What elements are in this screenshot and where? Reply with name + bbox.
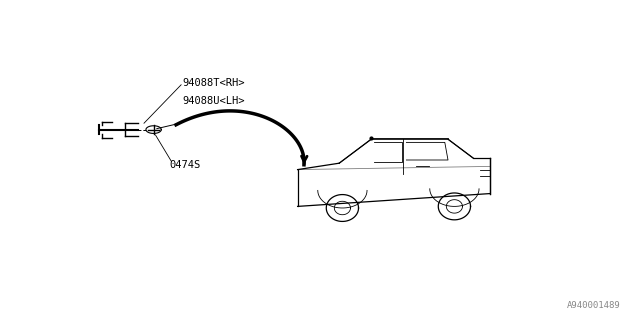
Text: 0474S: 0474S: [170, 160, 201, 170]
Text: A940001489: A940001489: [567, 301, 621, 310]
Text: 94088U<LH>: 94088U<LH>: [182, 96, 245, 106]
Text: 94088T<RH>: 94088T<RH>: [182, 78, 245, 88]
